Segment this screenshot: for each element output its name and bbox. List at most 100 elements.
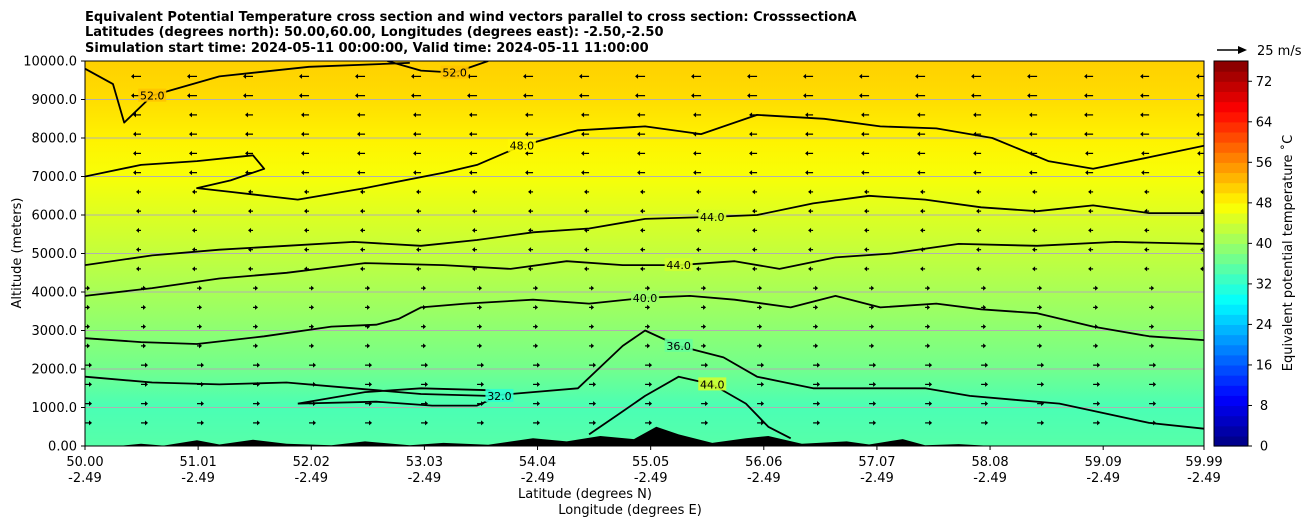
wind-arrow-head	[528, 266, 532, 272]
y-tick-label: 7000.0	[32, 170, 78, 185]
wind-arrow	[1205, 363, 1212, 368]
wind-arrow-head	[77, 170, 80, 175]
wind-arrow	[413, 112, 422, 118]
wind-arrow-head	[77, 151, 80, 156]
wind-arrow-head	[973, 112, 977, 118]
wind-arrow	[413, 131, 422, 137]
wind-arrow	[803, 93, 814, 99]
wind-arrow-head	[201, 420, 205, 426]
wind-arrow-head	[861, 170, 865, 176]
wind-arrow	[136, 208, 142, 214]
wind-arrow-head	[136, 189, 140, 195]
wind-arrow	[1085, 150, 1094, 156]
wind-arrow	[309, 362, 317, 368]
wind-arrow	[1093, 343, 1099, 349]
wind-arrow-head	[971, 73, 975, 79]
wind-arrow-head	[301, 150, 305, 156]
wind-arrow	[584, 189, 590, 195]
wind-arrow-head	[815, 285, 819, 291]
wind-arrow-head	[416, 247, 420, 253]
wind-arrow-head	[1095, 304, 1099, 310]
wind-arrow	[192, 247, 198, 253]
wind-arrow-head	[537, 362, 541, 368]
wind-arrow-head	[192, 247, 196, 253]
wind-arrow	[136, 189, 142, 195]
wind-arrow	[80, 189, 85, 194]
wind-arrow	[861, 170, 870, 176]
wind-arrow	[869, 381, 877, 387]
colorbar-segment	[1214, 435, 1248, 447]
wind-arrow-head	[187, 93, 191, 99]
x-tick-latitude: 55.05	[632, 455, 669, 470]
contour-label-bg	[698, 209, 727, 223]
wind-arrow-head	[635, 93, 639, 99]
wind-arrow-head	[469, 150, 473, 156]
wind-arrow	[920, 266, 926, 272]
wind-arrow	[80, 247, 85, 252]
wind-arrow	[365, 285, 371, 291]
wind-arrow	[472, 208, 478, 214]
wind-arrow	[1205, 324, 1210, 329]
colorbar-tick-label: 32	[1256, 277, 1273, 292]
wind-arrow	[1205, 420, 1212, 425]
wind-arrow	[981, 285, 987, 291]
wind-arrow-head	[1207, 343, 1210, 348]
wind-arrow-head	[640, 266, 644, 272]
wind-arrow-head	[1209, 363, 1212, 368]
wind-arrow-head	[747, 93, 751, 99]
wind-arrow-head	[864, 266, 868, 272]
chart-title-line-3: Simulation start time: 2024-05-11 00:00:…	[85, 41, 649, 56]
x-tick-longitude: -2.49	[68, 471, 102, 486]
wind-arrow	[189, 131, 198, 137]
wind-arrow-head	[871, 343, 875, 349]
wind-arrow-head	[647, 324, 651, 330]
wind-arrow	[133, 112, 142, 118]
wind-arrow	[915, 93, 926, 99]
wind-arrow	[1093, 401, 1101, 407]
contour-label-bg	[507, 138, 536, 152]
wind-arrow-head	[579, 93, 583, 99]
wind-arrow	[917, 131, 926, 137]
wind-arrow	[805, 150, 814, 156]
wind-arrow	[360, 189, 366, 195]
x-tick-longitude: -2.49	[521, 471, 555, 486]
wind-arrow-head	[705, 420, 709, 426]
wind-arrow-head	[469, 131, 473, 137]
wind-arrow-head	[301, 131, 305, 137]
wind-arrow-head	[1027, 93, 1031, 99]
wind-arrow-head	[301, 112, 305, 118]
wind-arrow-head	[87, 304, 90, 310]
wind-arrow-head	[752, 208, 756, 214]
wind-arrow-head	[1041, 381, 1045, 387]
wind-arrow-head	[537, 420, 541, 426]
wind-arrow-head	[920, 189, 924, 195]
wind-arrow	[920, 227, 926, 233]
wind-arrow	[691, 93, 702, 99]
wind-arrow	[1149, 362, 1157, 368]
wind-arrow-head	[77, 132, 80, 137]
wind-arrow-head	[705, 401, 709, 407]
contour-label-bg	[440, 65, 469, 79]
wind-arrow-head	[472, 247, 476, 253]
wind-arrow-head	[1097, 381, 1101, 387]
wind-arrow	[197, 324, 203, 330]
wind-arrow-head	[87, 324, 90, 330]
wind-arrow	[645, 362, 653, 368]
wind-arrow	[579, 73, 590, 79]
wind-arrow-head	[1209, 401, 1212, 406]
wind-arrow	[469, 170, 478, 176]
x-axis: 50.00-2.4951.01-2.4952.02-2.4953.03-2.49…	[66, 446, 1223, 486]
colorbar-segment	[1214, 273, 1248, 285]
wind-arrow	[304, 189, 310, 195]
wind-arrow-head	[640, 247, 644, 253]
wind-arrow	[973, 170, 982, 176]
wind-arrow-head	[472, 227, 476, 233]
wind-arrow-head	[1200, 266, 1204, 272]
wind-arrow-head	[591, 285, 595, 291]
wind-arrow-head	[1200, 189, 1204, 195]
wind-arrow	[701, 420, 709, 426]
wind-arrow	[533, 324, 539, 330]
wind-arrow-head	[703, 304, 707, 310]
wind-arrow	[136, 247, 142, 253]
contour-label-bg	[631, 290, 660, 304]
